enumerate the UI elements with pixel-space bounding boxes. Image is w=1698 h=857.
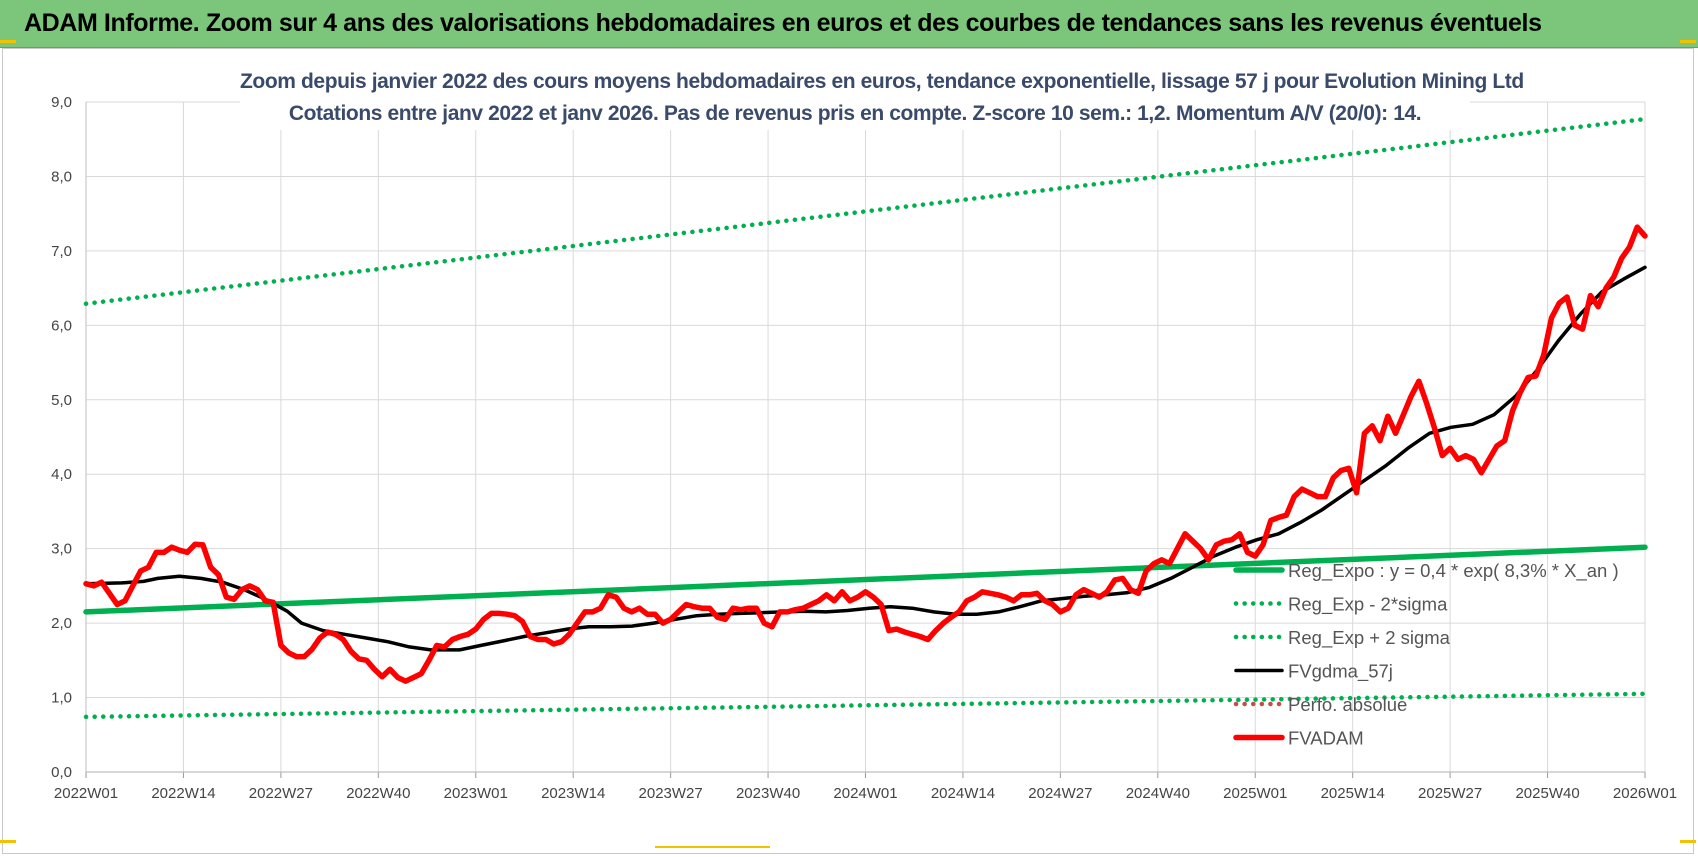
banner-title: ADAM Informe. Zoom sur 4 ans des valoris… [24,9,1542,37]
header-banner: ADAM Informe. Zoom sur 4 ans des valoris… [0,0,1698,48]
x-tick-label: 2024W14 [931,785,995,802]
gridlines [86,101,1646,772]
series-line-fvadam [83,224,1648,684]
x-tick-label: 2023W14 [541,785,605,802]
legend-label-fvgdma: FVgdma_57j [1288,661,1393,683]
x-tick-label: 2025W27 [1418,785,1482,802]
series-layer [83,116,1648,720]
legend-label-reg_minus: Reg_Exp - 2*sigma [1288,594,1448,616]
axes: 0,0 1,0 2,0 3,0 4,0 5,0 6,0 7,0 8,0 9,0 2022W01 202… [51,94,1677,802]
y-tick-label: 0,0 [51,764,72,781]
x-tick-label: 2022W14 [151,785,215,802]
x-tick-label: 2022W01 [54,785,118,802]
y-tick-label: 5,0 [51,392,72,409]
legend-label-perfo: Perfo. absolue [1288,694,1407,715]
x-tick-label: 2024W01 [833,785,897,802]
series-line-fvgdma [84,265,1647,652]
y-tick-label: 2,0 [51,615,72,632]
x-tick-label: 2024W40 [1126,785,1190,802]
legend-label-reg_plus: Reg_Exp + 2 sigma [1288,627,1451,649]
y-tick-label: 9,0 [51,94,72,111]
x-tick-label: 2025W40 [1515,785,1579,802]
chart-title-block: Zoom depuis janvier 2022 des cours moyen… [240,66,1524,130]
corner-mark-top-left [0,40,16,43]
series-line-reg_expo [83,544,1648,615]
y-tick-label: 7,0 [51,243,72,260]
x-tick-label: 2022W27 [249,785,313,802]
y-tick-label: 1,0 [51,690,72,707]
x-tick-label: 2022W40 [346,785,410,802]
x-tick-label: 2025W14 [1321,785,1385,802]
chart-title: Zoom depuis janvier 2022 des cours moyen… [240,70,1524,93]
corner-mark-bottom-left [0,840,16,843]
chart-frame [2,48,1694,854]
selection-handle-bottom [655,846,770,848]
x-tick-label: 2023W01 [444,785,508,802]
corner-mark-top-right [1680,40,1696,43]
x-tick-label: 2023W40 [736,785,800,802]
corner-mark-bottom-right [1680,840,1696,843]
x-tick-label: 2025W01 [1223,785,1287,802]
legend-label-fvadam: FVADAM [1288,728,1364,749]
y-tick-label: 4,0 [51,466,72,483]
legend-label-reg_expo: Reg_Expo : y = 0,4 * exp( 8,3% * X_an ) [1288,560,1619,582]
legend: Reg_Expo : y = 0,4 * exp( 8,3% * X_an ) R… [1233,560,1619,749]
series-line-reg_minus [83,691,1648,720]
x-tick-label: 2023W27 [639,785,703,802]
x-tick-label: 2024W27 [1028,785,1092,802]
y-tick-label: 8,0 [51,168,72,185]
chart-subtitle: Cotations entre janv 2022 et janv 2026. … [288,102,1422,125]
y-tick-label: 3,0 [51,541,72,558]
series-line-reg_plus [83,116,1648,306]
y-tick-label: 6,0 [51,317,72,334]
x-tick-label: 2026W01 [1613,785,1677,802]
